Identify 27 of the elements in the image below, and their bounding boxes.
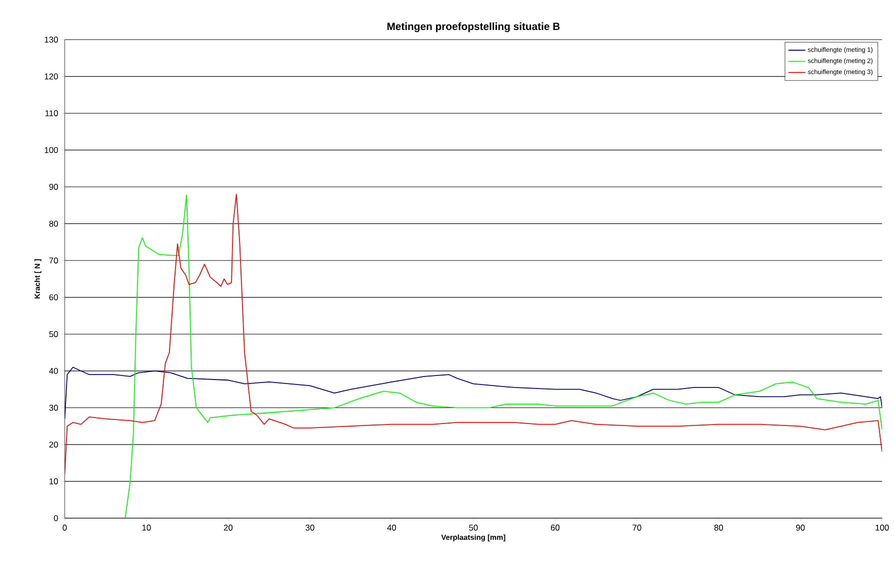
y-tick-label: 20	[49, 442, 58, 448]
y-tick-label: 50	[49, 331, 58, 338]
y-tick-label: 90	[49, 184, 58, 190]
y-tick-label: 70	[49, 258, 58, 264]
y-tick-label: 130	[44, 36, 58, 43]
x-tick-label: 30	[306, 524, 314, 531]
x-tick-label: 0	[62, 524, 67, 531]
x-tick-label: 100	[876, 524, 889, 531]
x-tick-label: 50	[469, 524, 478, 531]
y-tick-label: 10	[50, 478, 58, 484]
line-series	[64, 366, 882, 420]
y-tick-label: 40	[49, 368, 58, 374]
y-tick-label: 110	[45, 110, 58, 116]
y-tick-label: 100	[44, 147, 58, 154]
y-tick-label: 0	[54, 515, 58, 522]
y-tick-label: 60	[49, 294, 58, 300]
y-tick-label: 120	[44, 74, 58, 80]
x-tick-label: 80	[714, 524, 723, 531]
x-tick-label: 70	[632, 524, 642, 531]
chart-title: Metingen proefopstelling situatie B	[387, 22, 560, 32]
x-tick-label: 20	[224, 524, 233, 531]
x-tick-label: 60	[550, 524, 560, 531]
y-tick-label: 80	[49, 220, 58, 227]
x-tick-label: 40	[387, 524, 396, 531]
y-tick-label: 30	[49, 404, 58, 411]
x-tick-label: 10	[142, 524, 151, 531]
x-tick-label: 90	[796, 524, 805, 531]
